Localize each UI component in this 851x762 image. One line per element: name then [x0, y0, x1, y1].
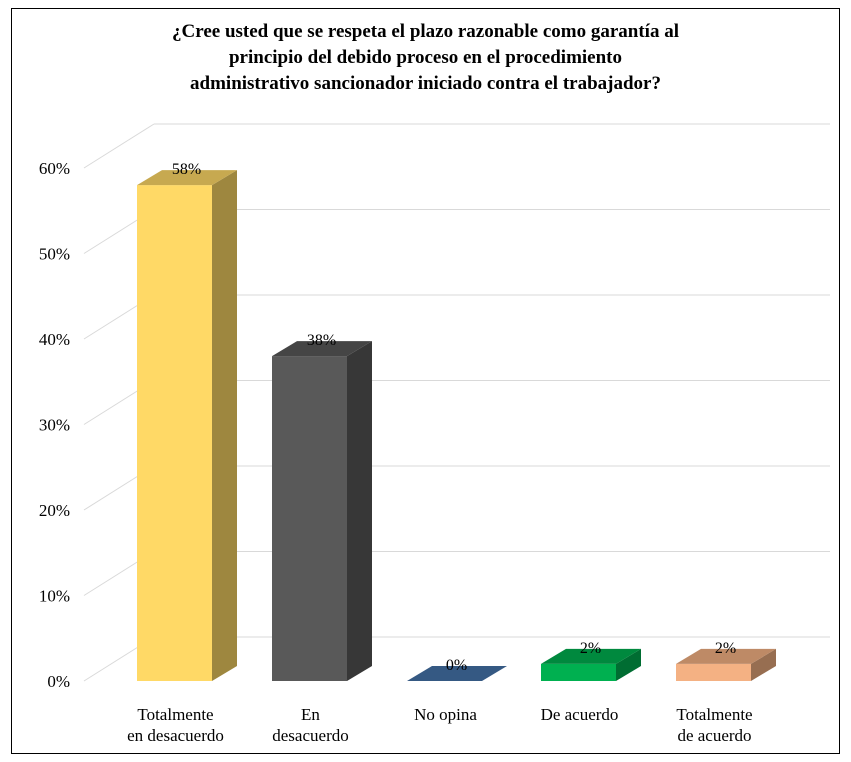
y-tick-label: 0%: [47, 672, 70, 691]
bar-top: [676, 648, 776, 664]
bar-3: [541, 648, 641, 681]
bar-side: [616, 648, 641, 681]
y-tick-label: 20%: [39, 501, 70, 520]
bar-front: [272, 356, 347, 681]
category-labels: Totalmente en desacuerdo En desacuerdo No op…: [127, 705, 753, 745]
bar-1: [272, 341, 372, 681]
bar-0: [137, 170, 237, 681]
bar-front: [137, 185, 212, 681]
bar-top: [541, 648, 641, 664]
data-label: 0%: [446, 657, 467, 674]
data-label: 2%: [580, 640, 601, 657]
category-label: En desacuerdo: [272, 705, 348, 745]
y-tick-label: 50%: [39, 245, 70, 264]
chart-title: ¿Cree usted que se respeta el plazo razo…: [172, 21, 679, 94]
bar-top: [137, 170, 237, 186]
category-label: No opina: [414, 705, 477, 724]
category-label: Totalmente en desacuerdo: [127, 705, 224, 745]
y-tick-label: 30%: [39, 416, 70, 435]
y-tick-label: 10%: [39, 587, 70, 606]
bar-top: [407, 666, 507, 681]
bar-front: [541, 663, 616, 681]
y-axis-ticks: 0% 10% 20% 30% 40% 50% 60%: [39, 159, 70, 691]
data-label: 58%: [172, 161, 201, 178]
data-label: 2%: [715, 640, 736, 657]
bar-side: [212, 170, 237, 681]
data-label: 38%: [307, 332, 336, 349]
bar-2: [407, 666, 507, 681]
bars: [137, 170, 776, 681]
bar-4: [676, 648, 776, 681]
y-tick-label: 60%: [39, 159, 70, 178]
bar-front: [676, 663, 751, 681]
category-label: De acuerdo: [541, 705, 619, 724]
bar-side: [347, 341, 372, 681]
gridline-side-6: [83, 123, 155, 169]
y-tick-label: 40%: [39, 330, 70, 349]
data-labels: 58% 38% 0% 2% 2%: [172, 161, 736, 674]
grid-lines: [83, 123, 830, 682]
category-label: Totalmente de acuerdo: [676, 705, 752, 745]
bar-top: [272, 341, 372, 357]
bar-side: [751, 648, 776, 681]
